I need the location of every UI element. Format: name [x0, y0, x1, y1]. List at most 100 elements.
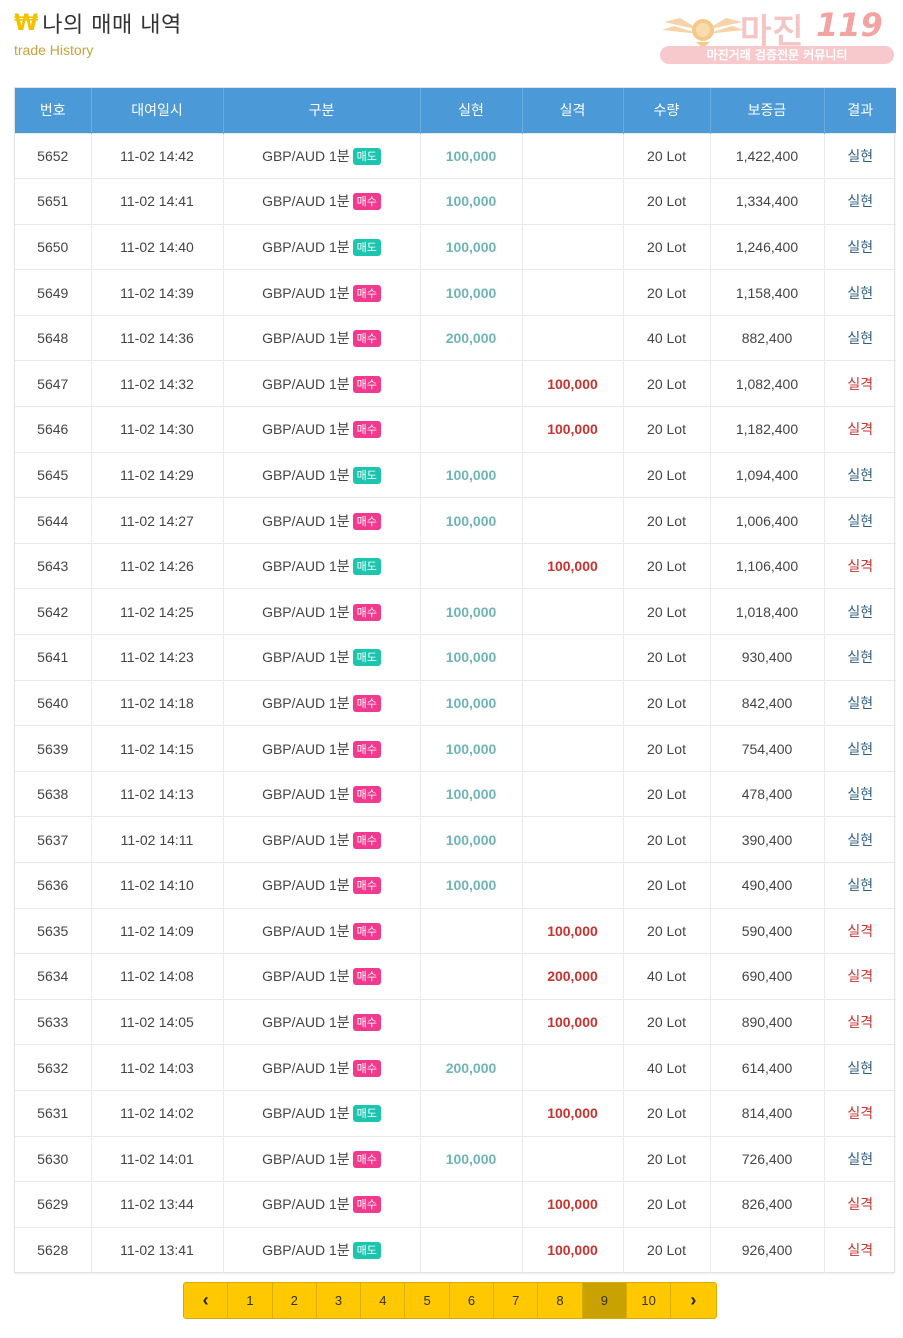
- page-subtitle: trade History: [14, 42, 94, 58]
- page-button-1[interactable]: 1: [228, 1283, 273, 1318]
- pair-label: GBP/AUD 1분: [262, 786, 350, 803]
- page-button-5[interactable]: 5: [405, 1283, 450, 1318]
- cell-type: GBP/AUD 1분 매수: [223, 680, 421, 726]
- cell-time: 11-02 14:32: [91, 360, 224, 407]
- cell-time: 11-02 14:29: [91, 452, 224, 498]
- sell-badge: 매도: [352, 466, 381, 484]
- buy-badge: 매수: [352, 284, 381, 302]
- cell-stopped: 100,000: [522, 1090, 624, 1137]
- chevron-right-icon: ›: [690, 1290, 697, 1310]
- pair-label: GBP/AUD 1분: [262, 968, 350, 985]
- cell-realized: [420, 360, 523, 407]
- cell-stopped: 100,000: [522, 1227, 624, 1273]
- table-row: 5635 11-02 14:09 GBP/AUD 1분 매수 100,000 20 Lot…: [15, 908, 896, 954]
- table-row: 5637 11-02 14:11 GBP/AUD 1분 매수 100,000 20 Lot…: [15, 816, 896, 863]
- cell-realized: [420, 1181, 523, 1228]
- pair-label: GBP/AUD 1분: [262, 238, 350, 255]
- cell-qty: 20 Lot: [623, 816, 711, 863]
- table-header-row: 번호 대여일시 구분 실현 실격 수량 보증금 결과: [15, 88, 896, 133]
- table-row: 5650 11-02 14:40 GBP/AUD 1분 매도 100,000 20 Lot…: [15, 224, 896, 270]
- cell-realized: 100,000: [420, 1136, 523, 1182]
- cell-type: GBP/AUD 1분 매수: [223, 360, 421, 407]
- cell-stopped: [522, 224, 624, 270]
- cell-type: GBP/AUD 1분 매수: [223, 908, 421, 954]
- cell-type: GBP/AUD 1분 매수: [223, 999, 421, 1045]
- page-button-6[interactable]: 6: [450, 1283, 495, 1318]
- page-button-9[interactable]: 9: [582, 1283, 627, 1318]
- cell-result: 실격: [847, 376, 874, 393]
- cell-stopped: [522, 862, 624, 909]
- cell-result: 실현: [847, 148, 874, 165]
- page-button-10[interactable]: 10: [627, 1283, 672, 1318]
- cell-time: 11-02 14:39: [91, 269, 224, 316]
- cell-no: 5648: [15, 315, 92, 361]
- page-button-3[interactable]: 3: [317, 1283, 362, 1318]
- page-button-4[interactable]: 4: [361, 1283, 406, 1318]
- cell-realized: [420, 406, 523, 453]
- page-header: ₩ 나의 매매 내역 trade History 마진 119 마진거래 검증전…: [14, 6, 894, 76]
- cell-stopped: 100,000: [522, 360, 624, 407]
- column-header-deposit: 보증금: [710, 88, 825, 133]
- cell-no: 5650: [15, 224, 92, 270]
- pair-label: GBP/AUD 1분: [262, 375, 350, 392]
- cell-no: 5651: [15, 178, 92, 225]
- cell-time: 11-02 14:25: [91, 588, 224, 635]
- page-button-7[interactable]: 7: [494, 1283, 539, 1318]
- page-button-2[interactable]: 2: [273, 1283, 317, 1318]
- cell-result: 실현: [847, 1060, 874, 1077]
- table-row: 5647 11-02 14:32 GBP/AUD 1분 매수 100,000 20 Lot…: [15, 360, 896, 407]
- cell-realized: 100,000: [420, 224, 523, 270]
- cell-stopped: 200,000: [522, 953, 624, 1000]
- cell-no: 5632: [15, 1044, 92, 1091]
- page-button-8[interactable]: 8: [538, 1283, 583, 1318]
- cell-qty: 20 Lot: [623, 1181, 711, 1228]
- table-row: 5634 11-02 14:08 GBP/AUD 1분 매수 200,000 40 Lot…: [15, 953, 896, 1000]
- next-page-button[interactable]: ›: [671, 1283, 715, 1318]
- pair-label: GBP/AUD 1분: [262, 1014, 350, 1031]
- cell-type: GBP/AUD 1분 매도: [223, 1090, 421, 1137]
- cell-deposit: 690,400: [710, 953, 825, 1000]
- prev-page-button[interactable]: ‹: [184, 1283, 229, 1318]
- cell-type: GBP/AUD 1분 매수: [223, 1044, 421, 1091]
- cell-no: 5643: [15, 543, 92, 589]
- table-row: 5636 11-02 14:10 GBP/AUD 1분 매수 100,000 20 Lot…: [15, 862, 896, 909]
- cell-time: 11-02 13:44: [91, 1181, 224, 1228]
- sell-badge: 매도: [352, 1242, 381, 1260]
- cell-stopped: [522, 771, 624, 817]
- cell-realized: 200,000: [420, 1044, 523, 1091]
- cell-realized: [420, 1227, 523, 1273]
- sell-badge: 매도: [352, 558, 381, 576]
- cell-type: GBP/AUD 1분 매수: [223, 588, 421, 635]
- cell-time: 11-02 14:36: [91, 315, 224, 361]
- buy-badge: 매수: [352, 1014, 381, 1032]
- cell-result: 실격: [847, 1106, 874, 1123]
- pair-label: GBP/AUD 1분: [262, 1196, 350, 1213]
- won-currency-icon: ₩: [14, 10, 39, 36]
- cell-deposit: 1,422,400: [710, 133, 825, 179]
- table-row: 5629 11-02 13:44 GBP/AUD 1분 매수 100,000 20 Lot…: [15, 1181, 896, 1228]
- cell-time: 11-02 14:13: [91, 771, 224, 817]
- pair-label: GBP/AUD 1분: [262, 694, 350, 711]
- cell-no: 5628: [15, 1227, 92, 1273]
- cell-result: 실격: [847, 1015, 874, 1032]
- cell-type: GBP/AUD 1분 매수: [223, 1136, 421, 1182]
- cell-time: 11-02 14:15: [91, 725, 224, 772]
- column-header-result: 결과: [847, 103, 874, 120]
- cell-qty: 20 Lot: [623, 178, 711, 225]
- logo-number: 119: [816, 6, 883, 44]
- cell-result: 실현: [847, 695, 874, 712]
- pair-label: GBP/AUD 1분: [262, 603, 350, 620]
- table-row: 5645 11-02 14:29 GBP/AUD 1분 매도 100,000 20 Lot…: [15, 452, 896, 498]
- site-logo[interactable]: 마진 119 마진거래 검증전문 커뮤니티: [660, 6, 894, 66]
- cell-realized: [420, 953, 523, 1000]
- column-header-stopped: 실격: [522, 88, 624, 133]
- pair-label: GBP/AUD 1분: [262, 147, 350, 164]
- buy-badge: 매수: [352, 968, 381, 986]
- pair-label: GBP/AUD 1분: [262, 649, 350, 666]
- cell-deposit: 390,400: [710, 816, 825, 863]
- cell-type: GBP/AUD 1분 매수: [223, 497, 421, 544]
- cell-realized: 100,000: [420, 178, 523, 225]
- table-row: 5639 11-02 14:15 GBP/AUD 1분 매수 100,000 20 Lot…: [15, 725, 896, 772]
- cell-deposit: 1,158,400: [710, 269, 825, 316]
- buy-badge: 매수: [352, 1059, 381, 1077]
